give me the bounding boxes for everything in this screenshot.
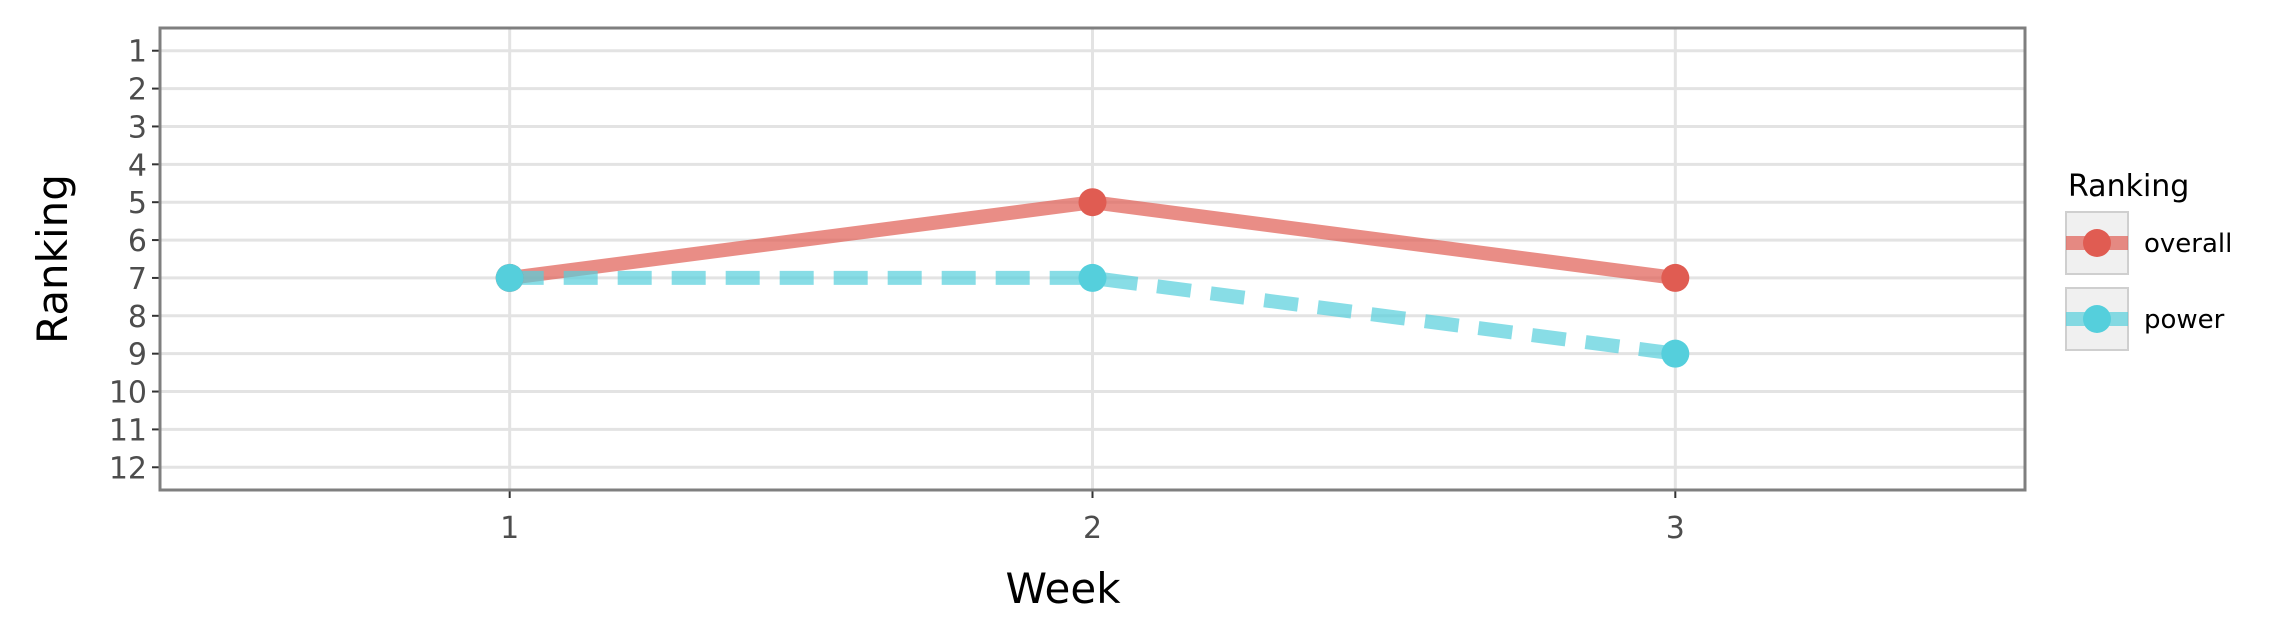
legend-label-overall: overall <box>2144 229 2232 259</box>
y-tick-label: 10 <box>109 376 147 411</box>
plot-border <box>158 26 2027 492</box>
legend-key-point <box>2083 305 2111 333</box>
legend-title: Ranking <box>2068 169 2189 204</box>
legend-label-power: power <box>2144 305 2225 335</box>
y-tick-label: 7 <box>128 262 147 297</box>
y-tick-label: 2 <box>128 73 147 108</box>
y-tick-label: 4 <box>128 148 147 183</box>
legend: Ranking overall power <box>2065 169 2232 351</box>
y-tick-label: 5 <box>128 186 147 221</box>
y-tick-label: 12 <box>109 451 147 486</box>
x-tick-label: 2 <box>1083 511 1102 546</box>
data-point-power <box>1661 339 1690 368</box>
x-tick-label: 3 <box>1666 511 1685 546</box>
data-point-power <box>495 263 524 292</box>
data-point-power <box>1078 263 1107 292</box>
y-tick-label: 8 <box>128 300 147 335</box>
x-tick-label: 1 <box>500 511 519 546</box>
y-tick-label: 1 <box>128 35 147 70</box>
legend-key-point <box>2083 229 2111 257</box>
y-tick-label: 3 <box>128 110 147 145</box>
series-layer <box>495 188 1690 368</box>
x-axis: 1 2 3 <box>500 490 1685 546</box>
y-tick-label: 6 <box>128 224 147 259</box>
y-axis-title: Ranking <box>28 174 77 344</box>
data-point-overall <box>1078 188 1107 217</box>
y-tick-label: 11 <box>109 413 147 448</box>
grid-lines <box>160 28 2025 490</box>
series-line-power <box>509 270 1677 361</box>
data-point-overall <box>1661 263 1690 292</box>
y-tick-label: 9 <box>128 338 147 373</box>
x-axis-title: Week <box>1005 564 1121 613</box>
